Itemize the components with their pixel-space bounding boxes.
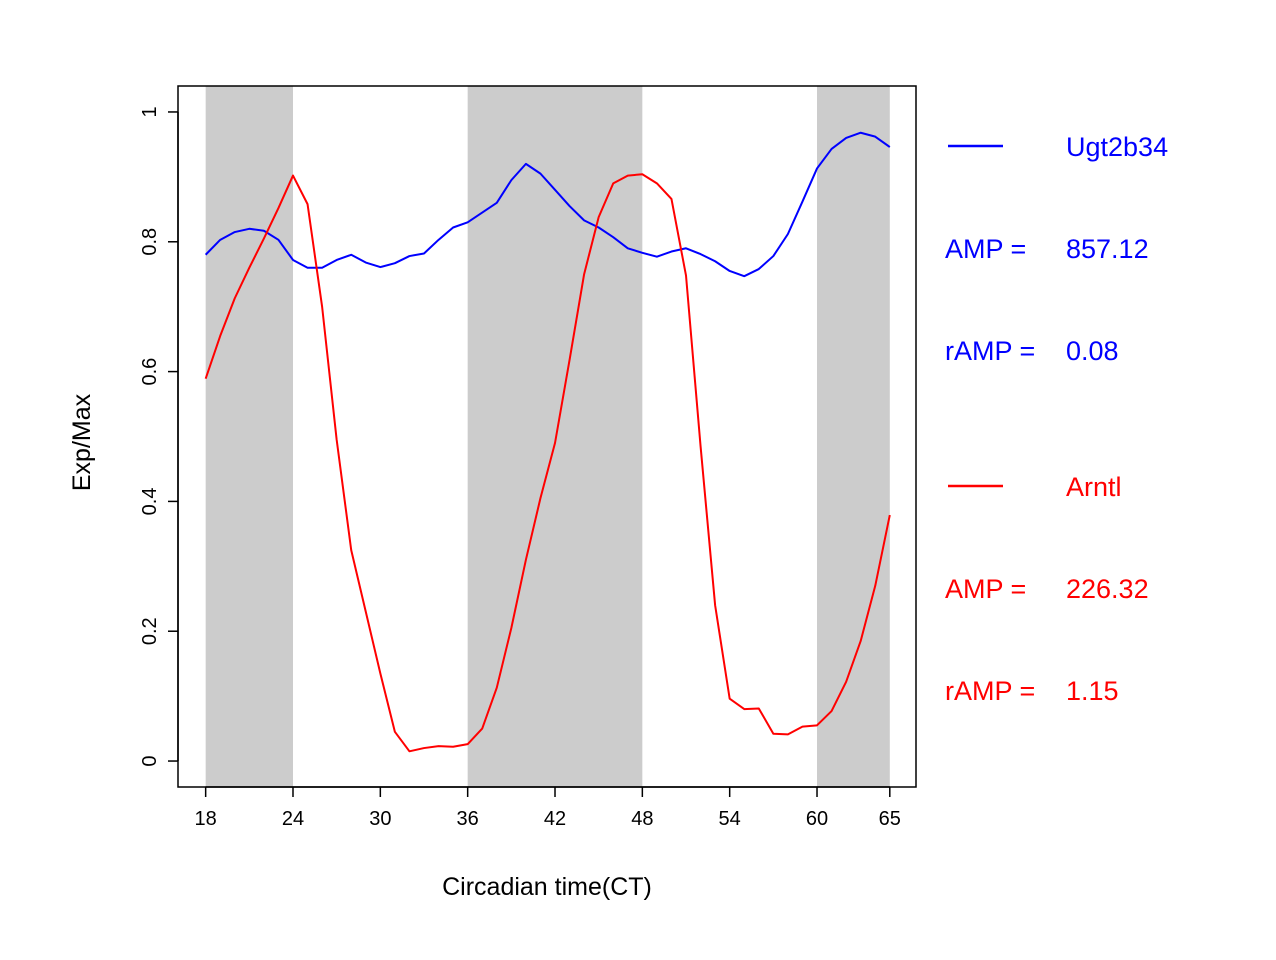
legend-amp-label: AMP = [945, 574, 1026, 604]
legend: Ugt2b34 AMP = 857.12 rAMP = 0.08 Arntl AMP = 22… [945, 132, 1168, 706]
y-tick-label: 0.2 [139, 617, 161, 645]
legend-ramp-value: 0.08 [1066, 336, 1119, 366]
y-axis: 0 0.2 0.4 0.6 0.8 1 [139, 106, 179, 767]
y-tick-label: 0.6 [139, 358, 161, 386]
series-lines [204, 131, 891, 753]
y-axis-title: Exp/Max [68, 393, 96, 491]
legend-amp-value: 226.32 [1066, 574, 1149, 604]
x-tick-label: 60 [806, 808, 828, 830]
x-tick-label: 42 [544, 808, 566, 830]
x-tick-label: 54 [719, 808, 741, 830]
x-axis: 18 24 30 36 42 48 54 60 65 [195, 786, 901, 830]
legend-name: Arntl [1066, 472, 1122, 502]
y-tick-label: 0.4 [139, 488, 161, 516]
y-tick-label: 1 [139, 106, 161, 117]
y-tick-label: 0.8 [139, 228, 161, 256]
shaded-region-2 [817, 86, 890, 787]
x-axis-title: Circadian time(CT) [442, 873, 652, 901]
legend-ramp-value: 1.15 [1066, 676, 1119, 706]
legend-ramp-label: rAMP = [945, 336, 1035, 366]
legend-ramp-label: rAMP = [945, 676, 1035, 706]
shaded-regions [205, 86, 890, 787]
legend-name: Ugt2b34 [1066, 132, 1168, 162]
series-line-ugt2b34 [204, 131, 891, 278]
x-tick-label: 48 [631, 808, 653, 830]
y-tick-label: 0 [139, 755, 161, 766]
x-tick-label: 65 [879, 808, 901, 830]
shaded-region-0 [205, 86, 293, 787]
legend-amp-label: AMP = [945, 234, 1026, 264]
x-tick-label: 30 [369, 808, 391, 830]
series-line-arntl [204, 173, 891, 753]
x-tick-label: 24 [282, 808, 304, 830]
x-tick-label: 18 [195, 808, 217, 830]
legend-amp-value: 857.12 [1066, 234, 1149, 264]
x-tick-label: 36 [457, 808, 479, 830]
